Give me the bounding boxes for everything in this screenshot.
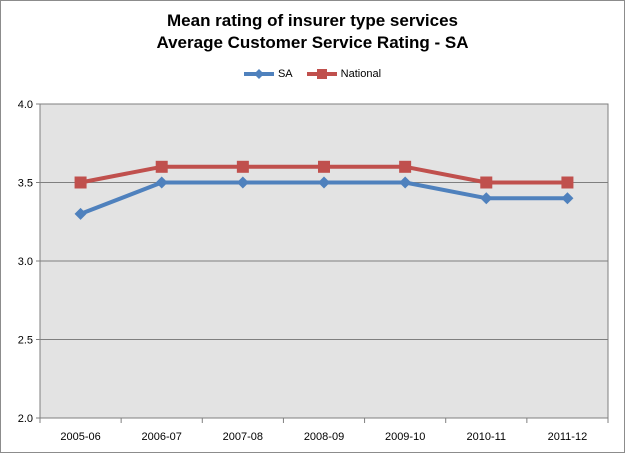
y-tick-label: 3.5: [18, 178, 33, 190]
data-point-national: [155, 160, 168, 173]
x-tick-label: 2009-10: [385, 431, 425, 443]
x-tick-label: 2010-11: [467, 431, 507, 443]
y-tick-label: 3.0: [18, 256, 33, 268]
data-point-sa: [155, 176, 168, 189]
y-tick-label: 2.0: [18, 413, 33, 425]
legend-label-national: National: [340, 68, 382, 80]
data-point-sa: [399, 176, 412, 189]
data-point-national: [480, 176, 493, 189]
data-point-national: [236, 160, 249, 173]
data-point-sa: [236, 176, 249, 189]
data-point-sa: [74, 207, 87, 220]
data-point-sa: [561, 192, 574, 205]
x-tick-label: 2008-09: [304, 431, 344, 443]
chart-title-line2: Average Customer Service Rating - SA: [156, 33, 469, 52]
legend-item-national: National: [306, 68, 382, 80]
data-point-national: [561, 176, 574, 189]
x-tick-label: 2011-12: [548, 431, 588, 443]
legend-item-sa: SA: [243, 68, 293, 80]
x-tick-label: 2007-08: [223, 431, 263, 443]
data-point-national: [399, 160, 412, 173]
legend-label-sa: SA: [277, 68, 293, 80]
x-tick-label: 2006-07: [142, 431, 182, 443]
data-point-national: [74, 176, 87, 189]
data-point-sa: [480, 192, 493, 205]
data-point-sa: [318, 176, 330, 189]
legend-swatch-sa: [243, 69, 274, 79]
chart-legend: SA National: [0, 68, 625, 80]
chart-title-line1: Mean rating of insurer type services: [167, 11, 458, 30]
y-tick-label: 4.0: [18, 99, 33, 111]
legend-swatch-national: [306, 69, 337, 79]
data-point-national: [318, 160, 330, 173]
x-tick-label: 2005-06: [60, 431, 100, 443]
y-tick-label: 2.5: [18, 335, 33, 347]
chart-title: Mean rating of insurer type services Ave…: [0, 10, 625, 54]
